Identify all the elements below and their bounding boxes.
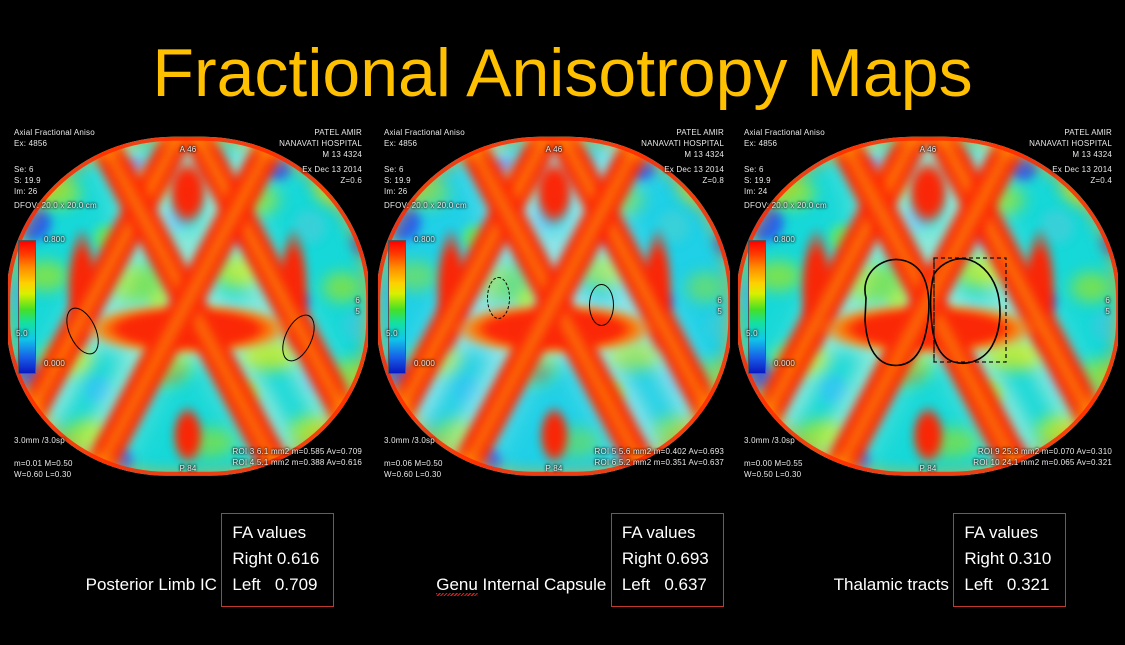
brain-fa-map-image	[738, 136, 1118, 476]
fa-value-right: Right 0.693	[621, 549, 709, 568]
fa-map-panel-row: Axial Fractional Aniso Ex: 4856 Se: 6 S:…	[0, 122, 1125, 492]
page-title: Fractional Anisotropy Maps	[152, 35, 973, 111]
fa-values-box: FA values Right 0.310 Left 0.321	[953, 513, 1067, 607]
fa-map-panel-posterior-limb[interactable]: Axial Fractional Aniso Ex: 4856 Se: 6 S:…	[8, 122, 368, 490]
fa-values-box: FA values Right 0.693 Left 0.637	[610, 513, 724, 607]
fa-texture-tracts	[738, 136, 1118, 476]
misspelled-word: Genu	[436, 575, 478, 594]
fa-map-panel-thalamic[interactable]: Axial Fractional Aniso Ex: 4856 Se: 6 S:…	[738, 122, 1118, 490]
fa-colorbar	[748, 240, 766, 374]
fa-colorbar	[18, 240, 36, 374]
fa-value-left: Left 0.321	[964, 575, 1050, 594]
caption-title: Posterior Limb IC	[85, 575, 217, 594]
fa-value-right: Right 0.310	[964, 549, 1052, 568]
caption-title: Genu Internal Capsule	[436, 574, 606, 596]
fa-values-box: FA values Right 0.616 Left 0.709	[221, 513, 335, 607]
brain-fa-map-image	[378, 136, 730, 476]
caption-row: Posterior Limb IC FA values Right 0.616 …	[0, 505, 1125, 645]
fa-value-right: Right 0.616	[232, 549, 320, 568]
fa-value-left: Left 0.637	[621, 575, 707, 594]
caption-group-thalamic: Thalamic tracts FA values Right 0.310 Le…	[800, 505, 1100, 607]
fa-colorbar	[388, 240, 406, 374]
fa-values-heading: FA values	[232, 523, 307, 542]
caption-title: Thalamic tracts	[833, 575, 949, 594]
caption-group-genu: Genu Internal Capsule FA values Right 0.…	[430, 505, 730, 607]
fa-texture-tracts	[8, 136, 368, 476]
caption-group-posterior-limb: Posterior Limb IC FA values Right 0.616 …	[60, 505, 360, 607]
brain-fa-map-image	[8, 136, 368, 476]
fa-texture-tracts	[378, 136, 730, 476]
fa-values-heading: FA values	[621, 523, 696, 542]
fa-value-left: Left 0.709	[232, 575, 318, 594]
fa-map-panel-genu[interactable]: Axial Fractional Aniso Ex: 4856 Se: 6 S:…	[378, 122, 730, 490]
fa-values-heading: FA values	[964, 523, 1039, 542]
caption-title-suffix: Internal Capsule	[477, 575, 607, 594]
